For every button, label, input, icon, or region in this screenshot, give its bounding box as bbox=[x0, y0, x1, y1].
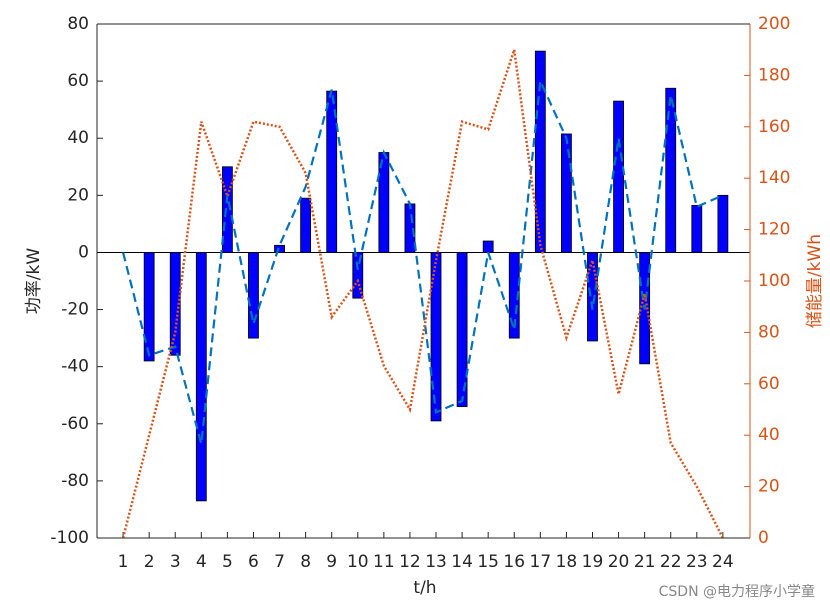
y-tick-label: 40 bbox=[67, 128, 89, 148]
y-tick-label: -20 bbox=[61, 300, 89, 320]
line bbox=[121, 49, 724, 539]
bar bbox=[430, 252, 442, 422]
bar bbox=[508, 252, 520, 339]
bar bbox=[195, 252, 207, 502]
y2-tick-label: 20 bbox=[758, 477, 780, 497]
x-tick-label: 23 bbox=[686, 552, 708, 572]
line bbox=[122, 76, 724, 445]
y-tick-label: -100 bbox=[50, 528, 89, 548]
y2-tick-label: 80 bbox=[758, 322, 780, 342]
y-tick-label: 20 bbox=[67, 185, 89, 205]
y2-tick-label: 180 bbox=[758, 65, 790, 85]
x-tick-label: 17 bbox=[530, 552, 552, 572]
x-tick-label: 11 bbox=[373, 552, 395, 572]
bar bbox=[274, 244, 285, 253]
bar bbox=[613, 100, 624, 253]
x-tick-label: 3 bbox=[170, 552, 181, 572]
x-tick-label: 15 bbox=[477, 552, 499, 572]
y-tick-label: -80 bbox=[61, 471, 89, 491]
x-tick-label: 5 bbox=[222, 552, 233, 572]
bar bbox=[221, 166, 233, 253]
y-tick-label: -40 bbox=[61, 357, 89, 377]
x-tick-label: 21 bbox=[634, 552, 656, 572]
y2-tick-label: 40 bbox=[758, 425, 780, 445]
bar bbox=[534, 50, 546, 253]
x-axis-label: t/h bbox=[413, 578, 436, 598]
bar bbox=[456, 252, 468, 408]
x-tick-label: 16 bbox=[503, 552, 525, 572]
x-tick-label: 12 bbox=[399, 552, 421, 572]
x-tick-label: 2 bbox=[144, 552, 155, 572]
x-tick-label: 7 bbox=[274, 552, 285, 572]
y2-tick-label: 100 bbox=[758, 271, 790, 291]
x-tick-label: 13 bbox=[425, 552, 447, 572]
x-tick-label: 6 bbox=[248, 552, 259, 572]
y2-tick-label: 120 bbox=[758, 220, 790, 240]
bar bbox=[300, 197, 312, 253]
x-tick-label: 1 bbox=[118, 552, 129, 572]
y2-tick-label: 160 bbox=[758, 117, 790, 137]
x-tick-label: 18 bbox=[556, 552, 578, 572]
bar bbox=[717, 194, 729, 253]
bar bbox=[587, 252, 598, 342]
y2-axis-label: 储能量/kWh bbox=[805, 234, 825, 328]
y2-tick-label: 60 bbox=[758, 374, 780, 394]
bar bbox=[561, 133, 572, 253]
bar bbox=[143, 252, 155, 362]
bar bbox=[169, 252, 181, 356]
bar bbox=[248, 252, 259, 339]
y-tick-label: -60 bbox=[61, 414, 89, 434]
watermark: CSDN @电力程序小学童 bbox=[659, 583, 815, 600]
y-tick-label: 60 bbox=[67, 71, 89, 91]
x-tick-label: 20 bbox=[608, 552, 630, 572]
x-tick-label: 22 bbox=[660, 552, 682, 572]
x-tick-label: 4 bbox=[196, 552, 207, 572]
x-tick-label: 24 bbox=[712, 552, 734, 572]
x-tick-label: 9 bbox=[326, 552, 337, 572]
x-tick-label: 14 bbox=[451, 552, 473, 572]
y2-tick-label: 200 bbox=[758, 14, 790, 34]
bar bbox=[691, 204, 703, 253]
y-axis-label: 功率/kW bbox=[24, 248, 44, 315]
bar bbox=[665, 87, 677, 253]
x-tick-label: 8 bbox=[300, 552, 311, 572]
x-tick-label: 19 bbox=[582, 552, 604, 572]
y-tick-label: 80 bbox=[67, 14, 89, 34]
bar bbox=[352, 252, 364, 299]
y-tick-label: 0 bbox=[78, 242, 89, 262]
x-tick-label: 10 bbox=[347, 552, 369, 572]
bar bbox=[482, 240, 494, 253]
y2-tick-label: 0 bbox=[758, 528, 769, 548]
y2-tick-label: 140 bbox=[758, 168, 790, 188]
